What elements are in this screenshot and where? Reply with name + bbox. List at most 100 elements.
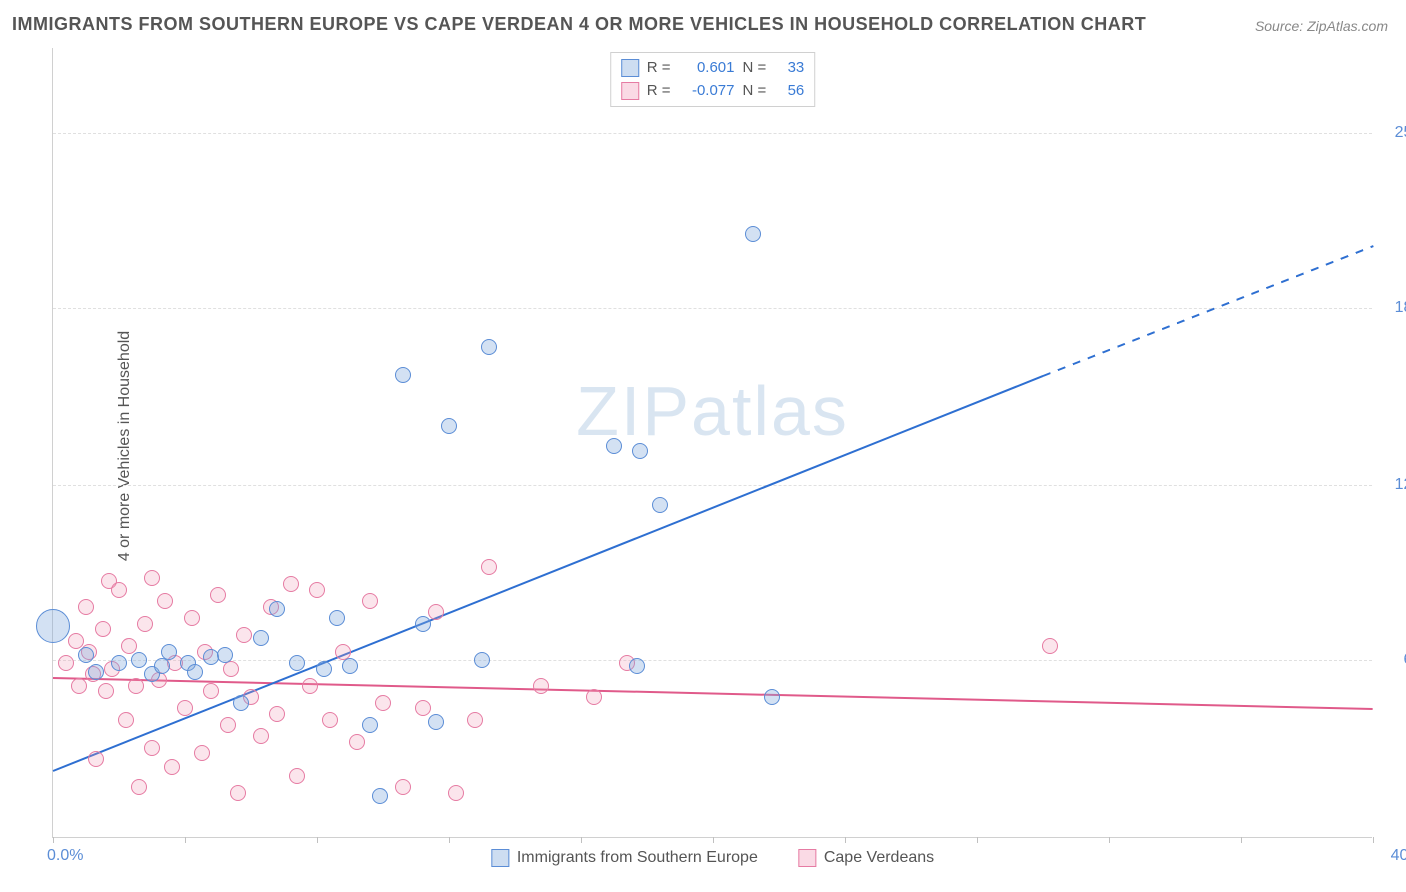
n-value-blue: 33 [774,57,804,80]
swatch-blue-icon [491,849,509,867]
data-point [78,599,94,615]
data-point [157,593,173,609]
data-point [269,601,285,617]
data-point [481,559,497,575]
data-point [36,609,70,643]
data-point [223,661,239,677]
data-point [137,616,153,632]
legend-row-blue: R = 0.601 N = 33 [621,57,805,80]
data-point [128,678,144,694]
data-point [652,497,668,513]
data-point [236,627,252,643]
data-point [395,367,411,383]
data-point [467,712,483,728]
data-point [210,587,226,603]
series-legend: Immigrants from Southern Europe Cape Ver… [491,849,934,867]
data-point [118,712,134,728]
data-point [111,582,127,598]
swatch-blue-icon [621,59,639,77]
x-axis-max-label: 40.0% [1391,847,1406,865]
data-point [329,610,345,626]
data-point [187,664,203,680]
data-point [98,683,114,699]
data-point [131,779,147,795]
data-point [764,689,780,705]
r-label: R = [647,57,671,80]
data-point [121,638,137,654]
data-point [428,714,444,730]
data-point [316,661,332,677]
data-point [283,576,299,592]
gridline [53,133,1372,134]
data-point [362,717,378,733]
plot-area: ZIPatlas R = 0.601 N = 33 R = -0.077 N =… [52,48,1372,838]
data-point [586,689,602,705]
r-label: R = [647,80,671,103]
data-point [309,582,325,598]
data-point [474,652,490,668]
data-point [395,779,411,795]
data-point [745,226,761,242]
correlation-legend: R = 0.601 N = 33 R = -0.077 N = 56 [610,52,816,107]
correlation-chart: IMMIGRANTS FROM SOUTHERN EUROPE VS CAPE … [0,0,1406,892]
x-tick [581,837,582,843]
chart-title: IMMIGRANTS FROM SOUTHERN EUROPE VS CAPE … [12,14,1146,35]
data-point [632,443,648,459]
data-point [177,700,193,716]
x-tick [1109,837,1110,843]
gridline [53,308,1372,309]
x-tick [977,837,978,843]
source-label: Source: ZipAtlas.com [1255,18,1388,34]
y-tick-label: 12.5% [1380,476,1406,494]
y-tick-label: 6.3% [1380,651,1406,669]
x-tick [185,837,186,843]
data-point [302,678,318,694]
legend-label-blue: Immigrants from Southern Europe [517,849,758,867]
x-tick [1373,837,1374,843]
y-tick-label: 18.8% [1380,299,1406,317]
data-point [217,647,233,663]
data-point [342,658,358,674]
x-tick [53,837,54,843]
n-value-pink: 56 [774,80,804,103]
data-point [161,644,177,660]
data-point [1042,638,1058,654]
data-point [415,700,431,716]
n-label: N = [743,80,767,103]
data-point [164,759,180,775]
data-point [68,633,84,649]
r-value-pink: -0.077 [679,80,735,103]
swatch-pink-icon [798,849,816,867]
data-point [144,570,160,586]
n-label: N = [743,57,767,80]
data-point [349,734,365,750]
trend-line [53,375,1044,772]
x-tick [317,837,318,843]
data-point [203,683,219,699]
data-point [154,658,170,674]
legend-label-pink: Cape Verdeans [824,849,934,867]
legend-item-blue: Immigrants from Southern Europe [491,849,758,867]
data-point [372,788,388,804]
gridline [53,485,1372,486]
data-point [629,658,645,674]
data-point [233,695,249,711]
x-tick [1241,837,1242,843]
data-point [88,664,104,680]
data-point [606,438,622,454]
data-point [184,610,200,626]
data-point [144,740,160,756]
x-tick [713,837,714,843]
swatch-pink-icon [621,82,639,100]
data-point [269,706,285,722]
data-point [481,339,497,355]
legend-row-pink: R = -0.077 N = 56 [621,80,805,103]
data-point [375,695,391,711]
data-point [71,678,87,694]
data-point [88,751,104,767]
data-point [220,717,236,733]
data-point [322,712,338,728]
trend-line [1043,246,1374,378]
data-point [253,630,269,646]
data-point [78,647,94,663]
